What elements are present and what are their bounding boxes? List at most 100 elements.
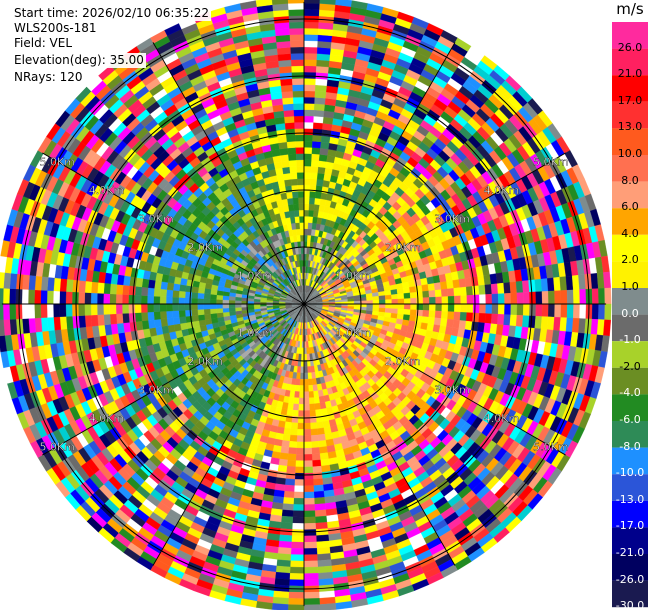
velocity-gate xyxy=(295,467,304,473)
velocity-gate xyxy=(281,516,293,523)
velocity-gate xyxy=(285,479,295,486)
velocity-gate xyxy=(296,442,304,448)
velocity-gate xyxy=(554,291,561,304)
velocity-gate xyxy=(78,292,85,304)
velocity-gate xyxy=(492,304,499,314)
velocity-gate xyxy=(173,290,180,297)
velocity-gate xyxy=(122,313,129,323)
velocity-gate xyxy=(308,385,313,392)
velocity-gate xyxy=(516,315,523,327)
velocity-gate xyxy=(315,510,326,517)
velocity-gate xyxy=(453,279,460,288)
velocity-gate xyxy=(217,313,224,318)
velocity-gate xyxy=(561,304,568,318)
velocity-gate xyxy=(304,91,315,98)
velocity-gate xyxy=(304,53,317,60)
velocity-gate xyxy=(248,307,254,310)
velocity-gate xyxy=(66,279,73,292)
velocity-gate xyxy=(304,573,318,580)
velocity-gate xyxy=(66,292,73,304)
velocity-gate xyxy=(504,282,511,293)
velocity-gate xyxy=(404,293,411,299)
velocity-gate xyxy=(440,281,447,289)
velocity-gate xyxy=(320,402,326,409)
velocity-gate xyxy=(497,314,504,325)
velocity-gate xyxy=(135,313,142,322)
velocity-gate xyxy=(304,122,314,129)
velocity-gate xyxy=(60,316,67,329)
velocity-gate xyxy=(517,293,524,304)
velocity-gate xyxy=(317,47,331,54)
velocity-gate xyxy=(290,573,304,580)
velocity-gate xyxy=(479,294,486,304)
velocity-gate xyxy=(278,547,291,554)
velocity-gate xyxy=(308,379,313,386)
velocity-gate xyxy=(304,435,311,441)
velocity-gate xyxy=(398,299,404,304)
velocity-gate xyxy=(304,454,312,460)
velocity-gate xyxy=(378,291,385,296)
velocity-gate xyxy=(292,536,304,543)
velocity-gate xyxy=(216,299,222,304)
velocity-gate xyxy=(147,296,153,304)
velocity-gate xyxy=(461,304,467,313)
velocity-gate xyxy=(304,47,317,54)
velocity-gate xyxy=(605,288,612,304)
velocity-gate xyxy=(293,404,299,411)
velocity-gate xyxy=(304,373,308,379)
velocity-gate xyxy=(536,292,543,304)
velocity-gate xyxy=(385,299,391,304)
velocity-gate xyxy=(304,385,309,391)
velocity-gate xyxy=(286,409,293,416)
velocity-gate xyxy=(60,278,67,291)
velocity-gate xyxy=(404,298,410,304)
velocity-gate xyxy=(104,314,111,325)
velocity-gate xyxy=(91,293,98,304)
velocity-gate xyxy=(304,154,312,160)
velocity-gate xyxy=(293,504,304,511)
velocity-gate xyxy=(3,288,10,304)
velocity-gate xyxy=(422,291,429,298)
velocity-gate xyxy=(316,179,323,186)
velocity-gate xyxy=(304,605,320,610)
velocity-gate xyxy=(122,304,129,314)
velocity-gate xyxy=(304,22,319,29)
velocity-gate xyxy=(428,283,435,290)
velocity-gate xyxy=(284,422,291,429)
velocity-gate xyxy=(291,422,298,429)
velocity-gate xyxy=(311,429,318,436)
velocity-gate xyxy=(91,315,98,326)
velocity-gate xyxy=(223,312,230,317)
velocity-gate xyxy=(229,308,236,312)
velocity-gate xyxy=(491,314,498,324)
velocity-gate xyxy=(116,304,123,314)
velocity-gate xyxy=(318,167,326,174)
velocity-gate xyxy=(397,288,404,294)
velocity-gate xyxy=(85,293,92,304)
velocity-gate xyxy=(104,283,111,294)
velocity-gate xyxy=(304,504,315,511)
velocity-gate xyxy=(128,295,135,304)
velocity-gate xyxy=(284,485,294,492)
velocity-gate xyxy=(297,435,304,441)
velocity-gate xyxy=(304,442,312,448)
velocity-gate xyxy=(148,279,155,288)
velocity-gate xyxy=(304,561,318,568)
velocity-gate xyxy=(309,210,314,217)
velocity-gate xyxy=(472,286,479,295)
velocity-gate xyxy=(398,304,404,309)
velocity-gate xyxy=(235,304,241,308)
velocity-gate xyxy=(135,304,141,313)
velocity-gate xyxy=(309,204,315,211)
velocity-gate xyxy=(315,516,327,523)
velocity-gate xyxy=(529,304,536,316)
velocity-gate xyxy=(297,429,304,435)
velocity-gate xyxy=(304,9,319,16)
velocity-gate xyxy=(317,173,324,180)
velocity-gate xyxy=(467,304,473,313)
velocity-gate xyxy=(294,398,300,405)
velocity-gate xyxy=(314,110,324,117)
velocity-gate xyxy=(204,314,211,320)
velocity-gate xyxy=(304,85,315,92)
velocity-gate xyxy=(304,222,308,228)
